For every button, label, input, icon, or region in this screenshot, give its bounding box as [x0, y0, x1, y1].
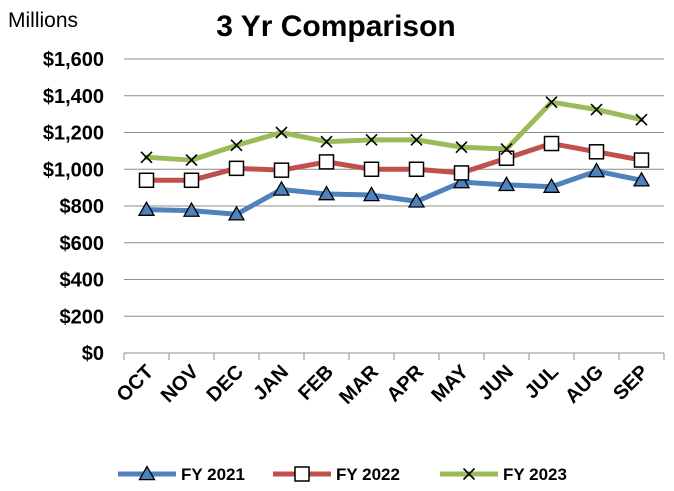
- data-point: [227, 205, 246, 221]
- data-point: [590, 103, 603, 116]
- data-point: [365, 133, 378, 146]
- y-axis-units-label: Millions: [8, 9, 78, 32]
- data-point: [320, 135, 333, 148]
- series-lines: [137, 96, 651, 221]
- x-tick-label: APR: [383, 361, 429, 407]
- data-point: [545, 96, 558, 109]
- data-point: [452, 173, 471, 189]
- x-tick-label: SEP: [609, 361, 653, 405]
- x-tick-label: MAR: [335, 361, 383, 409]
- y-tick-label: $600: [60, 233, 105, 255]
- legend-label: FY 2021: [181, 465, 245, 484]
- data-point: [408, 161, 425, 177]
- data-point: [588, 144, 605, 160]
- chart-title: 3 Yr Comparison: [216, 10, 456, 43]
- legend-entry: FY 2023: [440, 465, 567, 484]
- data-point: [275, 126, 288, 139]
- data-point: [410, 133, 423, 146]
- data-point: [543, 135, 560, 152]
- data-point: [228, 160, 245, 177]
- y-tick-label: $800: [60, 196, 105, 218]
- data-point: [497, 176, 516, 192]
- legend-marker: [462, 467, 476, 481]
- data-point: [633, 152, 650, 168]
- data-point: [138, 172, 155, 189]
- data-point: [272, 180, 291, 196]
- data-point: [363, 161, 380, 177]
- data-point: [137, 200, 156, 216]
- x-tick-label: OCT: [113, 361, 158, 406]
- data-point: [587, 162, 606, 178]
- legend-marker: [138, 465, 156, 481]
- y-tick-label: $400: [60, 270, 105, 292]
- legend-entry: FY 2022: [273, 465, 400, 484]
- data-point: [500, 142, 513, 156]
- data-point: [453, 165, 470, 181]
- x-tick-label: NOV: [157, 361, 204, 408]
- data-point: [318, 154, 335, 170]
- y-tick-label: $1,200: [43, 123, 104, 145]
- data-point: [182, 201, 201, 217]
- data-point: [632, 171, 651, 187]
- x-tick-label: JUL: [521, 361, 563, 403]
- x-tick-label: JAN: [249, 361, 293, 405]
- data-point: [185, 153, 198, 167]
- y-tick-label: $1,400: [43, 86, 104, 108]
- data-point: [183, 172, 200, 189]
- data-point: [407, 192, 426, 208]
- y-tick-label: $200: [60, 306, 105, 328]
- legend-label: FY 2022: [336, 465, 400, 484]
- y-tick-label: $1,600: [43, 49, 104, 71]
- data-point: [230, 139, 243, 152]
- legend-entry: FY 2021: [118, 465, 245, 484]
- legend-marker: [294, 466, 310, 482]
- data-point: [273, 162, 290, 178]
- data-point: [317, 185, 336, 201]
- x-tick-label: FEB: [294, 361, 338, 405]
- data-point: [362, 186, 381, 202]
- x-tick-label: JUN: [474, 361, 518, 405]
- series-line: [144, 168, 644, 217]
- series-1: [137, 162, 651, 221]
- legend-label: FY 2023: [503, 465, 567, 484]
- data-point: [140, 151, 153, 164]
- data-point: [542, 177, 561, 193]
- x-tick-label: AUG: [561, 361, 608, 408]
- legend: FY 2021 FY 2022 FY 2023: [118, 465, 567, 484]
- x-tick-label: MAY: [427, 361, 473, 407]
- y-tick-label: $0: [82, 343, 104, 365]
- data-point: [455, 141, 468, 154]
- data-point: [635, 113, 648, 126]
- series-line: [144, 99, 644, 163]
- y-axis-tick-labels: $0 $200 $400 $600 $800 $1,000 $1,200 $1,400 $1,6…: [43, 49, 104, 365]
- gridlines: [124, 58, 664, 317]
- y-tick-label: $1,000: [43, 159, 104, 181]
- series-3: [140, 96, 648, 167]
- x-tick-label: DEC: [203, 361, 248, 406]
